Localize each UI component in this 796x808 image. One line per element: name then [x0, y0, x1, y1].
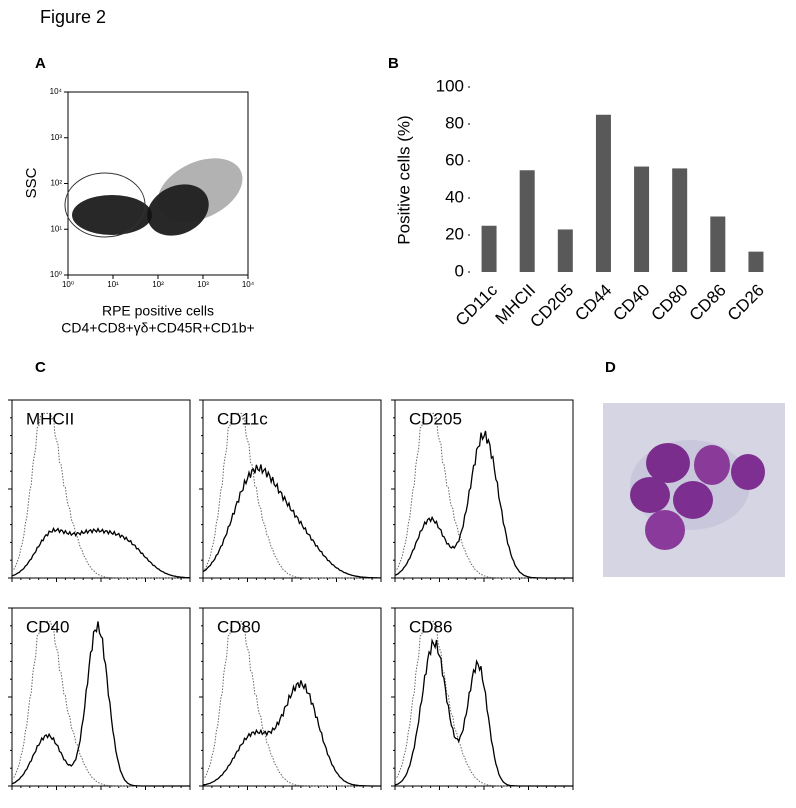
x-tick-label: CD26 [724, 281, 768, 325]
y-tick-label: 20 [445, 224, 464, 243]
control-histogram [394, 412, 573, 579]
panel-label: B [388, 55, 399, 72]
x-tick-label: CD80 [648, 281, 692, 325]
x-tick-label: 10² [152, 280, 164, 289]
cell [673, 481, 713, 519]
x-tick-label: CD40 [609, 281, 653, 325]
x-tick-label: CD44 [571, 281, 615, 325]
histogram-label: CD40 [26, 617, 69, 636]
cell-cloud [72, 195, 152, 235]
micrograph [603, 403, 785, 577]
histogram [11, 621, 190, 787]
y-tick-label: 10⁰ [50, 270, 62, 279]
histogram-label: CD11c [217, 409, 268, 428]
cell-cloud [157, 158, 243, 222]
cell [694, 445, 730, 485]
histogram-label: CD205 [409, 409, 462, 428]
y-axis-title: SSC [23, 167, 40, 198]
x-tick-label: 10⁰ [62, 280, 74, 289]
histogram [202, 680, 381, 787]
bar [519, 170, 535, 272]
control-histogram [202, 620, 381, 787]
x-tick-label: 10¹ [107, 280, 119, 289]
bar [634, 166, 650, 272]
panel-label: C [35, 359, 46, 376]
y-tick-label: 0 [455, 261, 464, 280]
y-axis-title: Positive cells (%) [394, 115, 413, 244]
control-histogram [202, 412, 381, 579]
y-tick-label: 100 [436, 76, 464, 95]
histogram [11, 526, 191, 579]
x-tick-label: 10³ [197, 280, 209, 289]
bar [481, 225, 497, 272]
histogram [202, 464, 381, 579]
x-axis-title: RPE positive cells [102, 303, 214, 319]
bar [672, 168, 688, 272]
y-tick-label: 10¹ [50, 224, 62, 233]
figure-title: Figure 2 [40, 7, 106, 27]
x-tick-label: CD86 [686, 281, 730, 325]
histogram [394, 430, 573, 579]
control-histogram [394, 620, 573, 787]
bar [557, 229, 573, 272]
cell-cloud [147, 184, 209, 236]
bar [748, 251, 764, 272]
cell [645, 510, 685, 550]
histogram [394, 638, 573, 787]
x-tick-label: CD11c [452, 280, 502, 330]
bar [710, 216, 726, 272]
bar [595, 114, 611, 272]
scatter-plot-area [64, 91, 249, 276]
histogram-label: MHCII [26, 409, 74, 428]
y-tick-label: 10⁴ [50, 87, 63, 96]
panel-label: A [35, 55, 46, 72]
panel-label: D [605, 359, 616, 376]
histogram-label: CD80 [217, 617, 260, 636]
y-tick-label: 60 [445, 150, 464, 169]
x-axis-title: CD4+CD8+γδ+CD45R+CD1b+ [61, 320, 254, 336]
cell [630, 477, 670, 513]
y-tick-label: 10² [50, 179, 62, 188]
x-tick-label: 10⁴ [242, 280, 255, 289]
cell [731, 454, 765, 490]
control-histogram [11, 620, 190, 787]
y-tick-label: 40 [445, 187, 464, 206]
y-tick-label: 10³ [50, 133, 62, 142]
x-tick-label: CD205 [526, 281, 577, 332]
y-tick-label: 80 [445, 113, 464, 132]
cell [646, 443, 690, 483]
control-histogram [11, 412, 190, 579]
histogram-label: CD86 [409, 617, 452, 636]
gate [64, 172, 146, 238]
